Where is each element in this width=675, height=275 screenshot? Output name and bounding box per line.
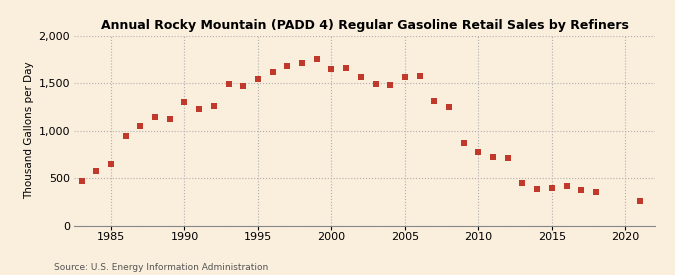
Point (429, 99, 439, 103)
Point (209, 104, 219, 108)
Point (296, 61, 307, 65)
Point (591, 190, 601, 194)
Point (517, 181, 528, 185)
Point (385, 83, 396, 87)
Point (282, 64, 293, 68)
Point (76, 179, 87, 183)
Point (414, 74, 425, 78)
Point (341, 65, 352, 70)
Point (311, 57, 322, 62)
Point (194, 107, 205, 111)
Title: Annual Rocky Mountain (PADD 4) Regular Gasoline Retail Sales by Refiners: Annual Rocky Mountain (PADD 4) Regular G… (101, 19, 628, 32)
Point (443, 105, 454, 109)
Point (326, 67, 337, 71)
Point (105, 162, 116, 166)
Point (370, 82, 381, 86)
Point (356, 75, 367, 80)
Point (267, 70, 278, 74)
Point (473, 150, 484, 155)
Point (547, 185, 558, 190)
Point (532, 187, 543, 192)
Point (223, 82, 234, 86)
Y-axis label: Thousand Gallons per Day: Thousand Gallons per Day (24, 62, 34, 199)
Point (488, 155, 499, 160)
Point (91, 169, 102, 173)
Point (135, 124, 146, 128)
Point (400, 74, 410, 79)
Point (165, 117, 176, 122)
Point (252, 77, 263, 82)
Text: Source: U.S. Energy Information Administration: Source: U.S. Energy Information Administ… (54, 263, 268, 272)
Point (238, 84, 248, 88)
Point (634, 199, 645, 204)
Point (179, 100, 190, 104)
Point (576, 188, 587, 192)
Point (502, 156, 513, 160)
Point (150, 115, 161, 120)
Point (561, 184, 572, 188)
Point (458, 141, 469, 145)
Point (120, 134, 131, 139)
